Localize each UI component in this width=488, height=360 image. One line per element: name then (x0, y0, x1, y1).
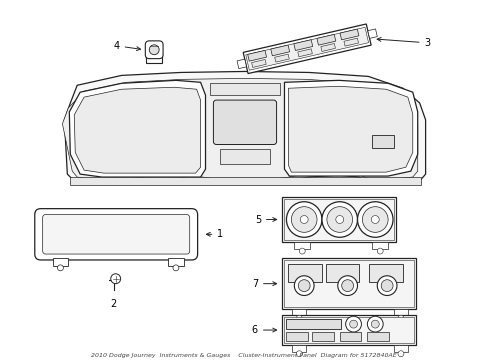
Circle shape (376, 276, 396, 296)
Bar (282, 315, 415, 345)
Circle shape (58, 265, 63, 271)
Bar (371, 242, 387, 249)
Polygon shape (247, 50, 266, 61)
Text: 1: 1 (206, 229, 223, 239)
Bar (146, 53, 162, 63)
Bar (284, 260, 413, 307)
Circle shape (366, 316, 383, 332)
Bar (288, 264, 321, 282)
Polygon shape (367, 29, 377, 39)
Circle shape (397, 351, 403, 357)
FancyBboxPatch shape (42, 215, 189, 254)
Circle shape (299, 248, 305, 254)
Polygon shape (251, 59, 265, 67)
Circle shape (321, 202, 357, 237)
Circle shape (111, 274, 121, 284)
Circle shape (370, 216, 378, 224)
Circle shape (345, 316, 361, 332)
Polygon shape (297, 49, 312, 57)
Polygon shape (74, 87, 200, 173)
Polygon shape (293, 40, 312, 50)
Bar (282, 197, 395, 242)
Circle shape (286, 202, 321, 237)
Polygon shape (270, 45, 289, 56)
Polygon shape (274, 54, 289, 62)
Polygon shape (284, 80, 417, 176)
Circle shape (296, 315, 302, 321)
Bar (292, 309, 305, 316)
Polygon shape (343, 38, 358, 46)
Polygon shape (69, 80, 205, 177)
Circle shape (370, 320, 378, 328)
Polygon shape (64, 72, 425, 184)
Circle shape (296, 351, 302, 357)
Bar (393, 309, 407, 316)
Polygon shape (243, 24, 370, 73)
Bar (371, 135, 393, 148)
Circle shape (381, 280, 392, 292)
Circle shape (298, 280, 309, 292)
Polygon shape (237, 59, 246, 69)
Bar (368, 264, 402, 282)
Polygon shape (288, 86, 412, 172)
Polygon shape (316, 35, 335, 45)
Bar (168, 258, 183, 266)
Circle shape (349, 320, 357, 328)
Bar (286, 319, 340, 329)
FancyBboxPatch shape (35, 209, 197, 260)
Bar (210, 83, 279, 95)
Bar (70, 177, 420, 185)
Circle shape (362, 207, 387, 232)
Bar (286, 332, 307, 341)
Circle shape (294, 276, 313, 296)
Polygon shape (245, 27, 368, 70)
Polygon shape (320, 44, 335, 51)
Bar (366, 332, 388, 341)
Circle shape (291, 207, 316, 232)
Bar (311, 332, 333, 341)
Circle shape (397, 315, 403, 321)
Text: 2: 2 (110, 300, 117, 310)
Bar (393, 345, 407, 352)
Polygon shape (339, 29, 358, 40)
Circle shape (376, 248, 383, 254)
Bar (284, 199, 393, 240)
FancyBboxPatch shape (213, 100, 276, 144)
Circle shape (300, 216, 307, 224)
Circle shape (341, 280, 353, 292)
Bar (282, 258, 415, 309)
Circle shape (357, 202, 392, 237)
Bar (220, 149, 269, 164)
Text: 5: 5 (254, 215, 276, 225)
Text: 7: 7 (251, 279, 276, 289)
Polygon shape (62, 78, 417, 180)
Text: 3: 3 (376, 37, 430, 48)
Circle shape (337, 276, 357, 296)
Bar (325, 264, 359, 282)
Circle shape (335, 216, 343, 224)
Circle shape (173, 265, 179, 271)
Circle shape (326, 207, 352, 232)
Bar (284, 317, 413, 343)
Text: 4: 4 (113, 41, 140, 51)
Bar (52, 258, 68, 266)
Text: 2010 Dodge Journey  Instruments & Gauges    Cluster-Instrument Panel  Diagram fo: 2010 Dodge Journey Instruments & Gauges … (91, 353, 396, 358)
Bar (294, 242, 309, 249)
Bar (339, 332, 361, 341)
Circle shape (149, 45, 159, 55)
Text: 6: 6 (251, 325, 276, 335)
FancyBboxPatch shape (145, 41, 163, 59)
Bar (292, 345, 305, 352)
